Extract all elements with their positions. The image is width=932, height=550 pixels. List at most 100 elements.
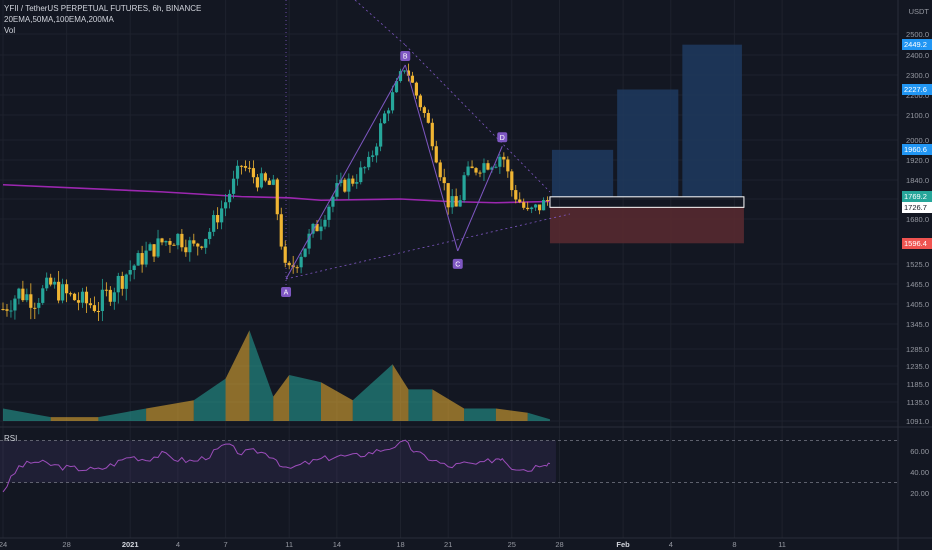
candle-body [61,284,65,301]
y-tick-label: 1465.0 [906,280,929,289]
leg-cd [457,146,503,252]
candle-body [470,166,474,169]
volume-area [3,330,550,421]
candle-body [255,177,259,188]
candle-body [410,75,415,83]
candle-body [371,155,375,157]
candle-body [379,123,383,147]
candle-body [144,250,148,265]
candle-body [168,241,172,245]
volume-segment [527,412,550,421]
candle-body [386,110,391,114]
candle-body [545,200,550,202]
chart-title: YFII / TetherUS PERPETUAL FUTURES, 6h, B… [4,4,202,13]
candle-body [5,309,9,311]
x-tick-label: 8 [732,540,736,549]
candle-body [343,179,347,192]
candle-body [394,81,399,93]
candle-body [227,193,232,203]
leg-bc [404,64,459,252]
volume-segment [321,382,353,421]
candle-body [176,233,180,246]
candle-body [164,241,168,243]
candle-body [188,240,192,253]
candle-body [418,95,422,108]
price-tag: 1960.6 [902,144,932,156]
volume-segment [495,408,528,421]
price-tag: 1726.7 [902,201,932,213]
candle-body [231,178,236,194]
candle-body [180,233,184,248]
price-tag: 1596.4 [902,237,932,249]
candle-body [367,156,371,168]
candle-body [212,215,216,232]
candle-body [172,244,176,246]
candle-body [510,171,514,191]
candle-body [514,190,518,200]
rsi-panel [0,439,898,493]
candle-body [100,289,104,312]
candle-body [375,146,379,156]
volume-legend[interactable]: Vol [4,26,16,35]
y-tick-label: 1091.0 [906,417,929,426]
candle-body [430,122,434,147]
candle-body [303,248,307,257]
candle-body [486,163,490,170]
candle-body [68,293,73,295]
upper-trendline-2 [404,44,551,193]
x-tick-label: 24 [0,540,7,549]
candle-body [530,207,534,210]
ma200-polyline [2,183,550,204]
candle-body [57,281,61,301]
rsi-tick-label: 20.00 [910,489,929,498]
candle-body [518,199,522,203]
candle-body [534,204,538,208]
candle-body [383,113,387,124]
price-tag: 2227.6 [902,83,932,95]
candle-body [140,253,144,265]
candle-body [45,277,49,289]
candle-body [196,243,200,247]
candle-body [124,274,128,289]
candle-body [462,175,466,201]
point-a-label: A [284,290,289,297]
point-a-marker [281,287,292,297]
candle-body [311,223,315,234]
candle-body [335,183,339,197]
indicator-legend[interactable]: 20EMA,50MA,100EMA,200MA [4,15,114,24]
y-tick-label: 2400.0 [906,51,929,60]
y-tick-label: 1840.0 [906,176,929,185]
candle-body [84,291,89,304]
leg-ab [285,64,406,280]
candle-body [446,183,450,208]
y-tick-label: 2500.0 [906,30,929,39]
y-tick-label: 1345.0 [906,320,929,329]
candle-body [49,277,53,285]
y-tick-label: 2100.0 [906,111,929,120]
candle-body [422,107,426,114]
point-d-label: D [500,135,505,142]
rsi-legend[interactable]: RSI [4,434,18,443]
candle-body [402,70,407,72]
candle-body [267,180,271,185]
candle-body [13,298,17,311]
ma200-line [2,183,550,204]
candle-body [466,166,470,176]
x-tick-label: 14 [333,540,341,549]
candle-body [263,173,267,181]
candle-body [25,294,29,301]
x-tick-label: 2021 [122,540,139,549]
y-tick-label: 1235.0 [906,362,929,371]
candle-body [128,270,132,275]
lower-trendline [285,213,571,280]
candle-body [88,303,93,306]
candle-body [351,178,355,184]
candle-body [259,173,263,188]
candle-body [275,179,279,215]
candle-body [136,253,140,266]
x-tick-label: 25 [508,540,516,549]
candle-body [112,292,116,302]
candle-body [37,302,41,308]
candle-body [148,244,152,251]
x-tick-label: 11 [285,540,293,549]
